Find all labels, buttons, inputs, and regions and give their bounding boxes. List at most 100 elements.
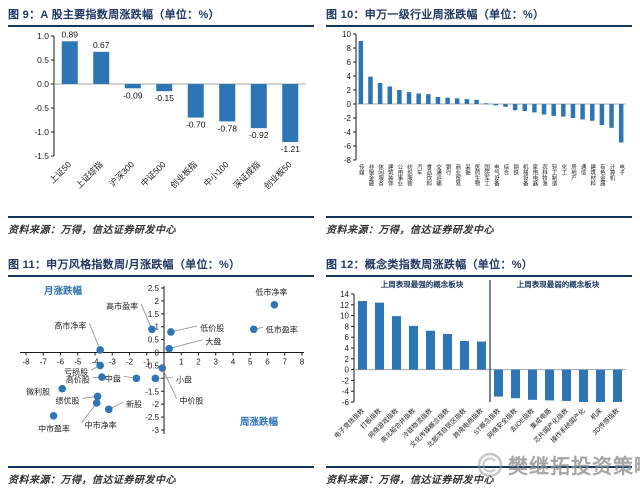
bar-value-label: -0.09 xyxy=(123,90,143,100)
x-axis-category-label: 公用事业 xyxy=(396,164,403,186)
scatter-point xyxy=(58,384,67,393)
scatter-point xyxy=(93,392,102,401)
scatter-point xyxy=(158,364,167,372)
group-label-strong: 上周表现最强的概念板块 xyxy=(381,279,464,289)
y-axis-name: 月涨跌幅 xyxy=(43,285,83,297)
scatter-point-label: 绩优股 xyxy=(55,395,79,405)
y-axis-tick-label: -4 xyxy=(344,128,352,137)
x-axis-tick-label: -2 xyxy=(126,358,134,367)
y-axis-tick-label: 8 xyxy=(347,44,352,53)
bar xyxy=(596,369,605,402)
bar xyxy=(561,104,566,117)
y-axis-tick-label: 6 xyxy=(347,58,352,67)
scatter-point-label: 高市净率 xyxy=(54,320,86,330)
bar xyxy=(377,83,383,104)
scatter-point-label: 小盘 xyxy=(176,375,192,385)
scatter-point-label: 中盘 xyxy=(105,373,121,383)
figure-9-panel: 图 9：A 股主要指数周涨跌幅（单位：%） 1.0 0.5 0.0 -0.5 -1.0 -… xyxy=(8,6,314,236)
scatter-point-label: 低市盈率 xyxy=(266,324,298,334)
figure-10-bar-chart: 10 8 6 4 2 0 -2 -4 -6 -8 传媒 非银金融 休闲服务 建筑装饰 公用事业 纺织服装 汽车食… xyxy=(342,30,626,188)
bar xyxy=(613,369,622,402)
bar xyxy=(445,97,450,104)
y-axis-tick-label: -1.5 xyxy=(145,387,159,396)
scatter-point xyxy=(96,361,104,370)
x-axis-category-label: 医药生物 xyxy=(474,164,481,188)
x-axis-category-label: 轻工制造 xyxy=(551,163,558,188)
x-axis-category-label: 商业贸易 xyxy=(454,163,461,188)
x-axis-category-label: 沪深300 xyxy=(107,159,136,188)
x-axis-category-label: 计算机 xyxy=(609,163,616,182)
bar-value-label: 0.89 xyxy=(61,29,78,39)
scatter-point xyxy=(105,405,113,414)
bar xyxy=(397,90,402,104)
figure-12-chart: 14 12 10 8 6 4 2 0 -2 -4 -6 上周表现最强的概念板块 上周表现最弱的概念板块电… xyxy=(326,278,632,466)
x-axis-category-label: 交通运输 xyxy=(435,163,442,188)
x-axis-category-label: 上证综指 xyxy=(74,159,105,190)
x-axis-category-label: 机械设备 xyxy=(522,163,529,188)
x-axis-tick-label: -3 xyxy=(109,358,117,367)
bar xyxy=(187,84,204,118)
x-axis-category-label: 化工 xyxy=(560,163,567,176)
bar xyxy=(387,86,392,104)
label-leader-line xyxy=(169,339,203,350)
bar xyxy=(570,104,576,118)
x-axis-category-label: 钢铁 xyxy=(512,163,519,177)
bar xyxy=(474,99,479,104)
bar xyxy=(156,84,173,92)
bar-value-label: -0.78 xyxy=(218,123,238,133)
bar xyxy=(511,369,520,399)
y-axis-tick-label: 14 xyxy=(340,290,349,299)
bar xyxy=(599,104,605,125)
y-axis-tick-label: -0.5 xyxy=(145,361,159,370)
bar xyxy=(580,104,585,120)
bar xyxy=(250,84,267,129)
scatter-point-label: 低市净率 xyxy=(255,287,287,297)
scatter-point-label: 高价股 xyxy=(66,375,90,385)
x-axis-category-label: 创业板50 xyxy=(262,159,294,191)
x-axis-category-label: 机床 xyxy=(588,406,604,422)
x-axis-tick-label: 5 xyxy=(248,358,253,367)
x-axis-category-label: 深证成指 xyxy=(231,159,262,190)
figure-9-bar-chart: 1.0 0.5 0.0 -0.5 -1.0 -1.5 0.89 上证50 0.67 上证综指 -0.… xyxy=(34,29,306,191)
x-axis-category-label: 家用电器 xyxy=(531,163,538,188)
x-axis-category-label: 房地产 xyxy=(570,163,577,182)
y-axis-tick-label: 1.0 xyxy=(37,31,49,41)
x-axis-category-label: 电子竞技指数 xyxy=(332,406,366,440)
bar xyxy=(426,330,435,370)
y-axis-tick-label: -4 xyxy=(342,387,350,396)
bar-value-label: -0.70 xyxy=(186,120,206,130)
figure-12-bar-chart: 14 12 108 6 4 2 0-2 -4 -6 上周表现最强的概念板块 上周表现最弱的概念板块电… xyxy=(332,279,626,449)
scatter-point-label: 大盘 xyxy=(205,337,221,347)
y-axis-tick-label: 2 xyxy=(155,297,160,306)
label-leader-line xyxy=(140,303,153,330)
y-axis-tick-label: 1.5 xyxy=(148,310,160,319)
x-axis-tick-label: 6 xyxy=(265,358,270,367)
bar xyxy=(528,369,537,400)
y-axis-tick-label: -1.5 xyxy=(34,151,49,161)
x-axis-category-label: 国防军工 xyxy=(483,164,490,187)
label-leader-line xyxy=(161,367,177,399)
bar xyxy=(93,51,110,84)
y-axis-tick-label: 8 xyxy=(345,322,350,331)
y-axis-tick-label: -3 xyxy=(152,426,160,435)
scatter-point-label: 微利股 xyxy=(26,386,50,396)
scatter-point-label: 新股 xyxy=(126,399,142,409)
x-axis-category-label: 传媒 xyxy=(358,163,365,177)
bar xyxy=(512,104,518,111)
bar xyxy=(609,104,614,128)
x-axis-tick-label: -7 xyxy=(40,358,48,367)
bar xyxy=(532,104,537,113)
figure-9-title: 图 9：A 股主要指数周涨跌幅（单位：%） xyxy=(8,6,314,27)
bar xyxy=(562,369,571,401)
bar xyxy=(416,93,421,104)
x-axis-tick-label: 4 xyxy=(231,358,236,367)
bar xyxy=(392,316,401,370)
y-axis-tick-label: -0.5 xyxy=(34,103,49,113)
y-axis-tick-label: 6 xyxy=(345,333,350,342)
figure-11-chart: -8 -7 -6 -5 -4 -3 -2 -1 1 2 3 4 5 6 7 8 2.5 2 1.5 1 0.5 0 -0.5… xyxy=(8,278,314,466)
y-axis-tick-label: 1 xyxy=(155,323,160,332)
x-axis-category-label: 采掘 xyxy=(464,163,471,177)
x-axis-category-label: 中证500 xyxy=(139,159,168,188)
scatter-point-label: 中市净率 xyxy=(85,420,117,430)
